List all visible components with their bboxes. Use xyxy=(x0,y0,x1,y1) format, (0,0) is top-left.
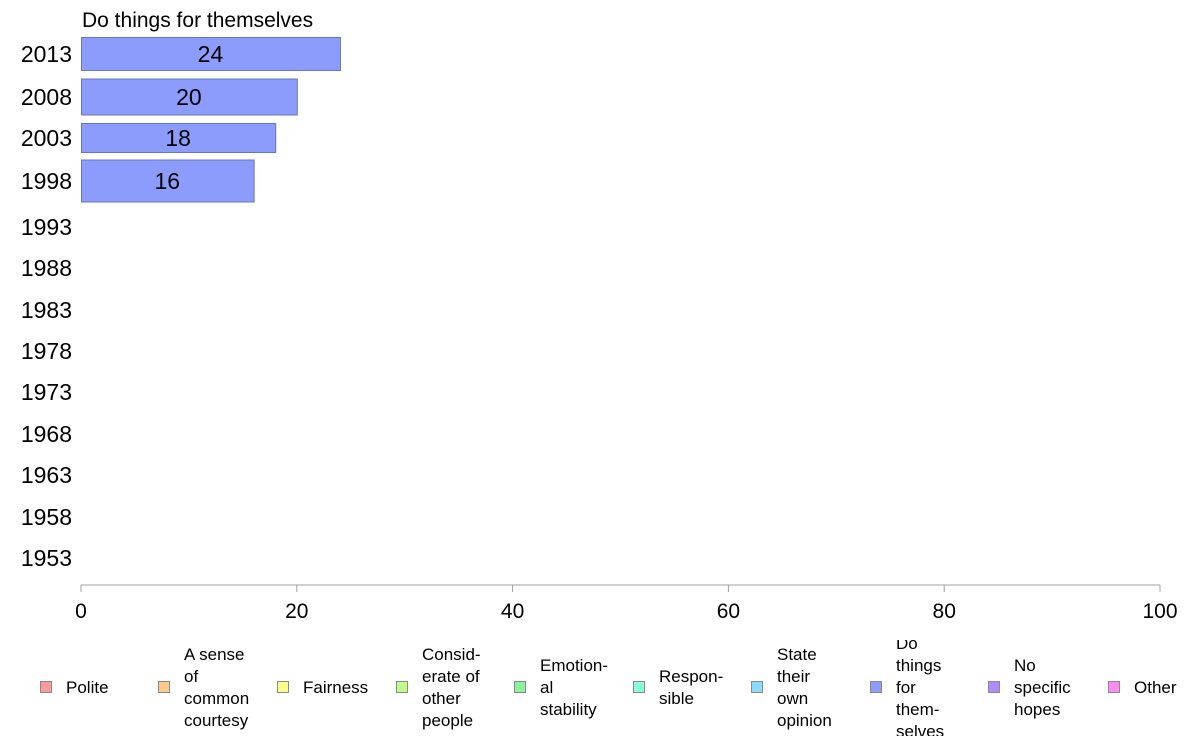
legend-swatch xyxy=(870,681,882,693)
y-tick-label-1963: 1963 xyxy=(21,462,72,488)
legend-item: Emotion- al stability xyxy=(514,640,612,736)
legend-swatch xyxy=(751,681,763,693)
bar-2008 xyxy=(81,78,298,116)
y-tick-label-1953: 1953 xyxy=(21,545,72,571)
y-tick-label-1968: 1968 xyxy=(21,421,72,447)
legend-label: Emotion- al stability xyxy=(540,656,609,719)
legend-item: Do things for them- selves xyxy=(870,640,968,736)
data-label-2013: 24 xyxy=(198,41,224,67)
legend-swatch xyxy=(40,681,52,693)
x-axis: 0 20 40 60 80 100 xyxy=(75,584,1178,623)
x-tick-label-60: 60 xyxy=(717,600,740,623)
legend-swatch xyxy=(514,681,526,693)
y-tick-label-1983: 1983 xyxy=(21,297,72,323)
legend-swatch xyxy=(396,681,408,693)
bar-1998 xyxy=(81,159,255,203)
y-tick-label-1958: 1958 xyxy=(21,504,72,530)
legend-label: Consid- erate of other people xyxy=(422,645,481,730)
chart-title: Do things for themselves xyxy=(82,9,313,32)
x-tick-label-80: 80 xyxy=(933,600,956,623)
legend-item: Other xyxy=(1108,640,1188,736)
y-tick-label-1978: 1978 xyxy=(21,338,72,364)
legend-swatch xyxy=(1108,681,1120,693)
legend-label: State their own opinion xyxy=(777,645,832,730)
legend-item: Consid- erate of other people xyxy=(396,640,494,736)
legend-swatch xyxy=(988,681,1000,693)
x-tick-label-40: 40 xyxy=(501,600,524,623)
legend-swatch xyxy=(277,681,289,693)
y-tick-label-2008: 2008 xyxy=(21,84,72,110)
legend: Polite A sense of common courtesy Fairness… xyxy=(0,640,1188,736)
legend-item: Respon- sible xyxy=(633,640,731,736)
legend-label: No specific hopes xyxy=(1014,656,1071,719)
x-tick-label-20: 20 xyxy=(285,600,308,623)
y-tick-label-1993: 1993 xyxy=(21,214,72,240)
y-tick-label-2013: 2013 xyxy=(21,41,72,67)
bar-2013 xyxy=(81,37,341,71)
legend-label: Respon- sible xyxy=(659,667,724,708)
legend-item: No specific hopes xyxy=(988,640,1086,736)
data-label-2003: 18 xyxy=(165,125,191,151)
legend-label: Do things for them- selves xyxy=(896,640,945,736)
legend-item: State their own opinion xyxy=(751,640,849,736)
bars-layer: 24 20 18 16 xyxy=(81,37,341,203)
x-tick-label-0: 0 xyxy=(75,600,87,623)
legend-label: Other xyxy=(1134,678,1177,697)
legend-item: Fairness xyxy=(277,640,375,736)
bar-2003 xyxy=(81,123,277,153)
x-tick-label-100: 100 xyxy=(1142,600,1177,623)
legend-label: Polite xyxy=(66,678,109,697)
y-tick-label-1973: 1973 xyxy=(21,379,72,405)
y-axis-labels: 2013 2008 2003 1998 1993 1988 1983 1978 1973 1968… xyxy=(21,41,72,571)
legend-swatch xyxy=(158,681,170,693)
y-tick-label-1998: 1998 xyxy=(21,168,72,194)
legend-item: A sense of common courtesy xyxy=(158,640,256,736)
legend-label: A sense of common courtesy xyxy=(184,645,250,730)
legend-item: Polite xyxy=(40,640,138,736)
y-tick-label-1988: 1988 xyxy=(21,255,72,281)
data-label-2008: 20 xyxy=(176,84,202,110)
y-tick-label-2003: 2003 xyxy=(21,125,72,151)
legend-label: Fairness xyxy=(303,678,369,697)
data-label-1998: 16 xyxy=(155,168,181,194)
legend-swatch xyxy=(633,681,645,693)
